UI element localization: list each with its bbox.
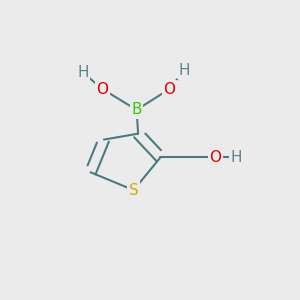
Text: S: S	[129, 183, 139, 198]
Text: H: H	[230, 150, 242, 165]
Text: O: O	[163, 82, 175, 97]
Text: O: O	[96, 82, 108, 97]
Text: B: B	[131, 102, 142, 117]
Text: H: H	[178, 63, 190, 78]
Text: H: H	[77, 65, 89, 80]
Text: O: O	[209, 150, 221, 165]
